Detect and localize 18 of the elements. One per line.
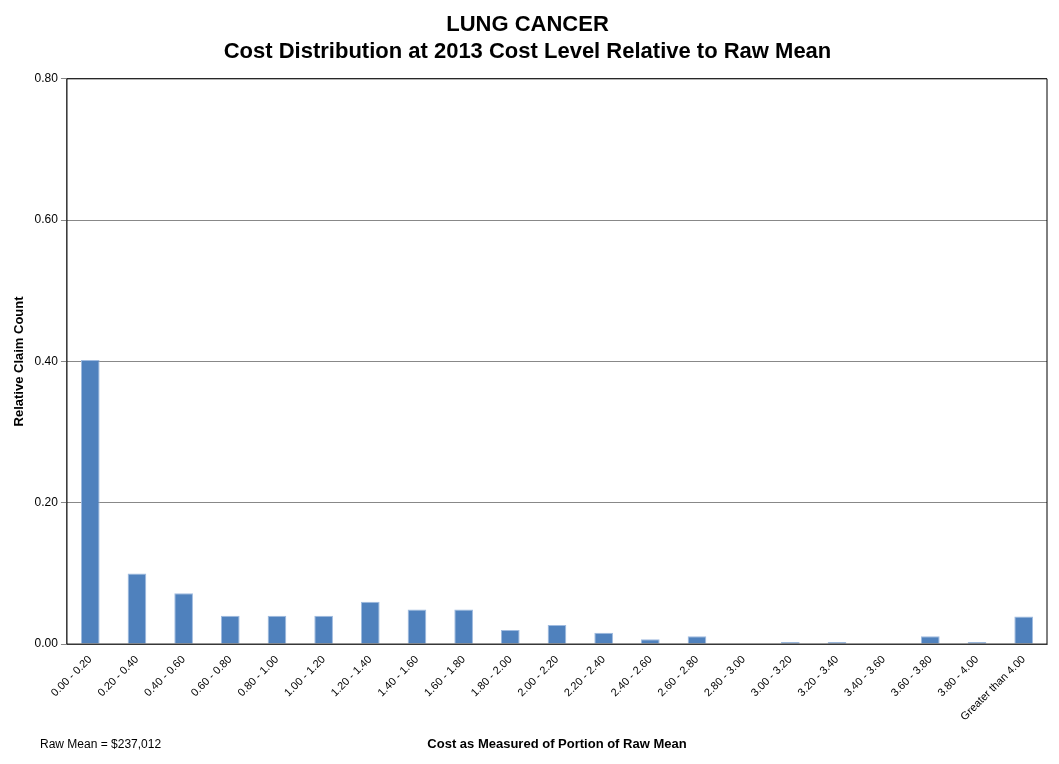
x-tick-label: 3.20 - 3.40 [794, 652, 841, 699]
text: LUNG CANCER [446, 11, 609, 37]
x-axis-title: Cost as Measured of Portion of Raw Mean [427, 735, 687, 751]
x-tick-label: 0.00 - 0.20 [48, 652, 94, 699]
x-tick-label: 0.60 - 0.80 [188, 652, 234, 699]
y-tick-label: 0.60 [34, 212, 59, 227]
x-tick-label: 0.40 - 0.60 [141, 652, 188, 699]
y-tick-label: 0.80 [34, 71, 59, 86]
x-tick-label: 0.20 - 0.40 [94, 652, 141, 699]
y-tick-label: 0.20 [34, 495, 59, 510]
x-tick-label: 3.00 - 3.20 [748, 652, 794, 699]
x-tick-label: 3.60 - 3.80 [888, 652, 934, 699]
text: Cost Distribution at 2013 Cost Level Relative to Raw Mean [223, 37, 832, 63]
y-axis-title: Relative Claim Count [11, 295, 27, 427]
text: Raw Mean = $237,012 [40, 737, 162, 751]
y-tick-label: 0.40 [34, 353, 59, 368]
x-tick-label: 3.40 - 3.60 [841, 652, 888, 699]
y-tick-label: 0.00 [34, 636, 59, 651]
